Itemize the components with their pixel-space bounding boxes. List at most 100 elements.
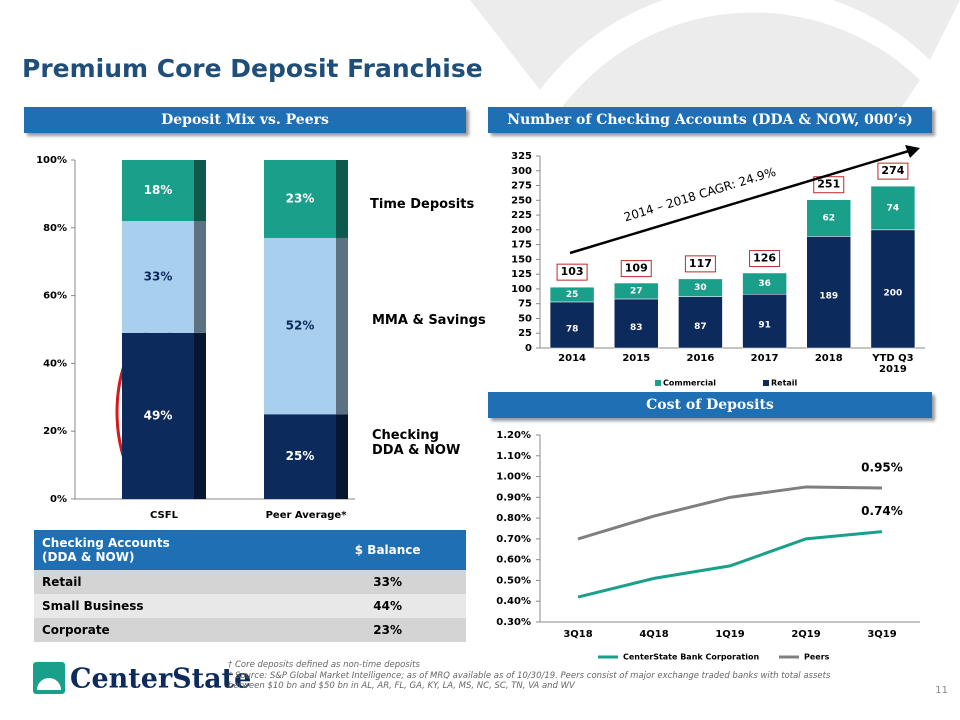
x-tick-label: 3Q18: [563, 629, 592, 640]
data-label: 30: [694, 283, 707, 293]
section-header: Number of Checking Accounts (DDA & NOW, …: [488, 107, 932, 133]
data-label: 23%: [286, 191, 315, 205]
background-emblem: [470, 0, 960, 110]
bar-segment: [122, 332, 194, 499]
cell: 33%: [373, 575, 403, 589]
y-tick-label: 150: [511, 254, 532, 265]
bar-side: [336, 160, 348, 238]
total-label: 274: [881, 164, 904, 177]
data-label: 49%: [144, 408, 173, 422]
y-tick-label: 0: [525, 343, 532, 354]
table-header: Checking Accounts (DDA & NOW) $ Balance: [34, 530, 466, 570]
total-box: [749, 250, 781, 268]
total-label: 251: [817, 178, 840, 191]
y-tick-label: 175: [511, 240, 532, 251]
section-header: Deposit Mix vs. Peers: [24, 107, 466, 133]
page-number: 11: [935, 685, 948, 696]
data-label: 0.95%: [861, 460, 903, 474]
data-label: 52%: [286, 319, 315, 333]
total-label: 117: [689, 257, 712, 270]
data-label: 78: [566, 324, 579, 334]
y-tick-label: 20%: [43, 426, 67, 437]
bar-segment: [806, 199, 851, 237]
legend-label: Checking DDA & NOW: [372, 428, 461, 458]
data-label: 87: [694, 322, 707, 332]
cell: Corporate: [42, 623, 110, 637]
table-row: Small Business 44%: [34, 594, 466, 618]
total-box: [556, 263, 588, 281]
cell: 23%: [373, 623, 403, 637]
cagr-arrow: [569, 148, 913, 255]
y-tick-label: 0%: [50, 494, 67, 505]
table-row: Corporate 23%: [34, 618, 466, 642]
y-tick-label: 0.80%: [496, 513, 531, 524]
bar-segment: [549, 301, 595, 349]
y-tick-label: 200: [511, 225, 532, 236]
y-tick-label: 0.90%: [496, 492, 531, 503]
legend-swatch: [655, 380, 661, 386]
bar-side: [194, 332, 206, 499]
x-tick-label: CSFL: [150, 510, 179, 521]
y-tick-label: 275: [511, 181, 532, 192]
y-tick-label: 325: [511, 151, 532, 162]
data-label: 74: [887, 203, 900, 213]
legend-label: Retail: [771, 379, 798, 388]
total-box: [877, 162, 909, 180]
data-label: 18%: [144, 183, 173, 197]
bar-segment: [614, 282, 659, 300]
x-tick-label: 2016: [686, 353, 715, 364]
bar-side: [194, 221, 206, 333]
bar-segment: [870, 185, 916, 231]
y-tick-label: 125: [511, 269, 532, 280]
data-label: 91: [758, 321, 771, 331]
logo-arc: [37, 678, 61, 690]
line-series: [577, 530, 883, 599]
bar-segment: [122, 221, 194, 333]
data-label: 25: [566, 290, 579, 300]
bar-side: [194, 160, 206, 222]
arrow-head: [905, 145, 920, 158]
y-tick-label: 0.50%: [496, 575, 531, 586]
y-tick-label: 100%: [36, 155, 67, 166]
y-tick-label: 25: [518, 328, 532, 339]
legend-swatch: [763, 380, 769, 386]
cell: Retail: [42, 575, 82, 589]
data-label: 25%: [286, 449, 315, 463]
logo-icon: [33, 662, 65, 694]
y-tick-label: 300: [511, 166, 532, 177]
bar-segment: [122, 160, 194, 222]
bar-side: [336, 237, 348, 415]
total-label: 103: [561, 265, 584, 278]
x-tick-label: 2014: [558, 353, 586, 364]
y-tick-label: 0.60%: [496, 555, 531, 566]
section-header: Cost of Deposits: [488, 392, 932, 418]
total-label: 126: [753, 252, 776, 265]
y-tick-label: 1.20%: [496, 430, 531, 441]
legend-label: CenterState Bank Corporation: [623, 653, 759, 662]
y-tick-label: 0.30%: [496, 617, 531, 628]
logo-text: CenterState: [70, 664, 251, 695]
data-label: 36: [758, 279, 771, 289]
x-tick-label: 3Q19: [867, 629, 896, 640]
y-tick-label: 225: [511, 210, 532, 221]
header-cell: $ Balance: [309, 530, 466, 570]
y-tick-label: 100: [511, 284, 532, 295]
x-tick-label: 2Q19: [791, 629, 820, 640]
cell: 44%: [373, 599, 403, 613]
balance-table: Checking Accounts (DDA & NOW) $ Balance R…: [34, 530, 466, 642]
data-label: 27: [630, 286, 643, 296]
x-tick-label: 2017: [750, 353, 779, 364]
y-tick-label: 60%: [43, 291, 67, 302]
x-tick-label: 4Q18: [639, 629, 668, 640]
data-label: 0.74%: [861, 504, 903, 518]
total-label: 109: [625, 262, 648, 275]
x-tick-label: 2018: [814, 353, 843, 364]
y-tick-label: 80%: [43, 223, 67, 234]
bar-segment: [678, 278, 723, 297]
bar-segment: [870, 229, 916, 349]
y-tick-label: 0.40%: [496, 596, 531, 607]
legend-label: MMA & Savings: [372, 313, 486, 328]
bar-segment: [264, 237, 336, 415]
